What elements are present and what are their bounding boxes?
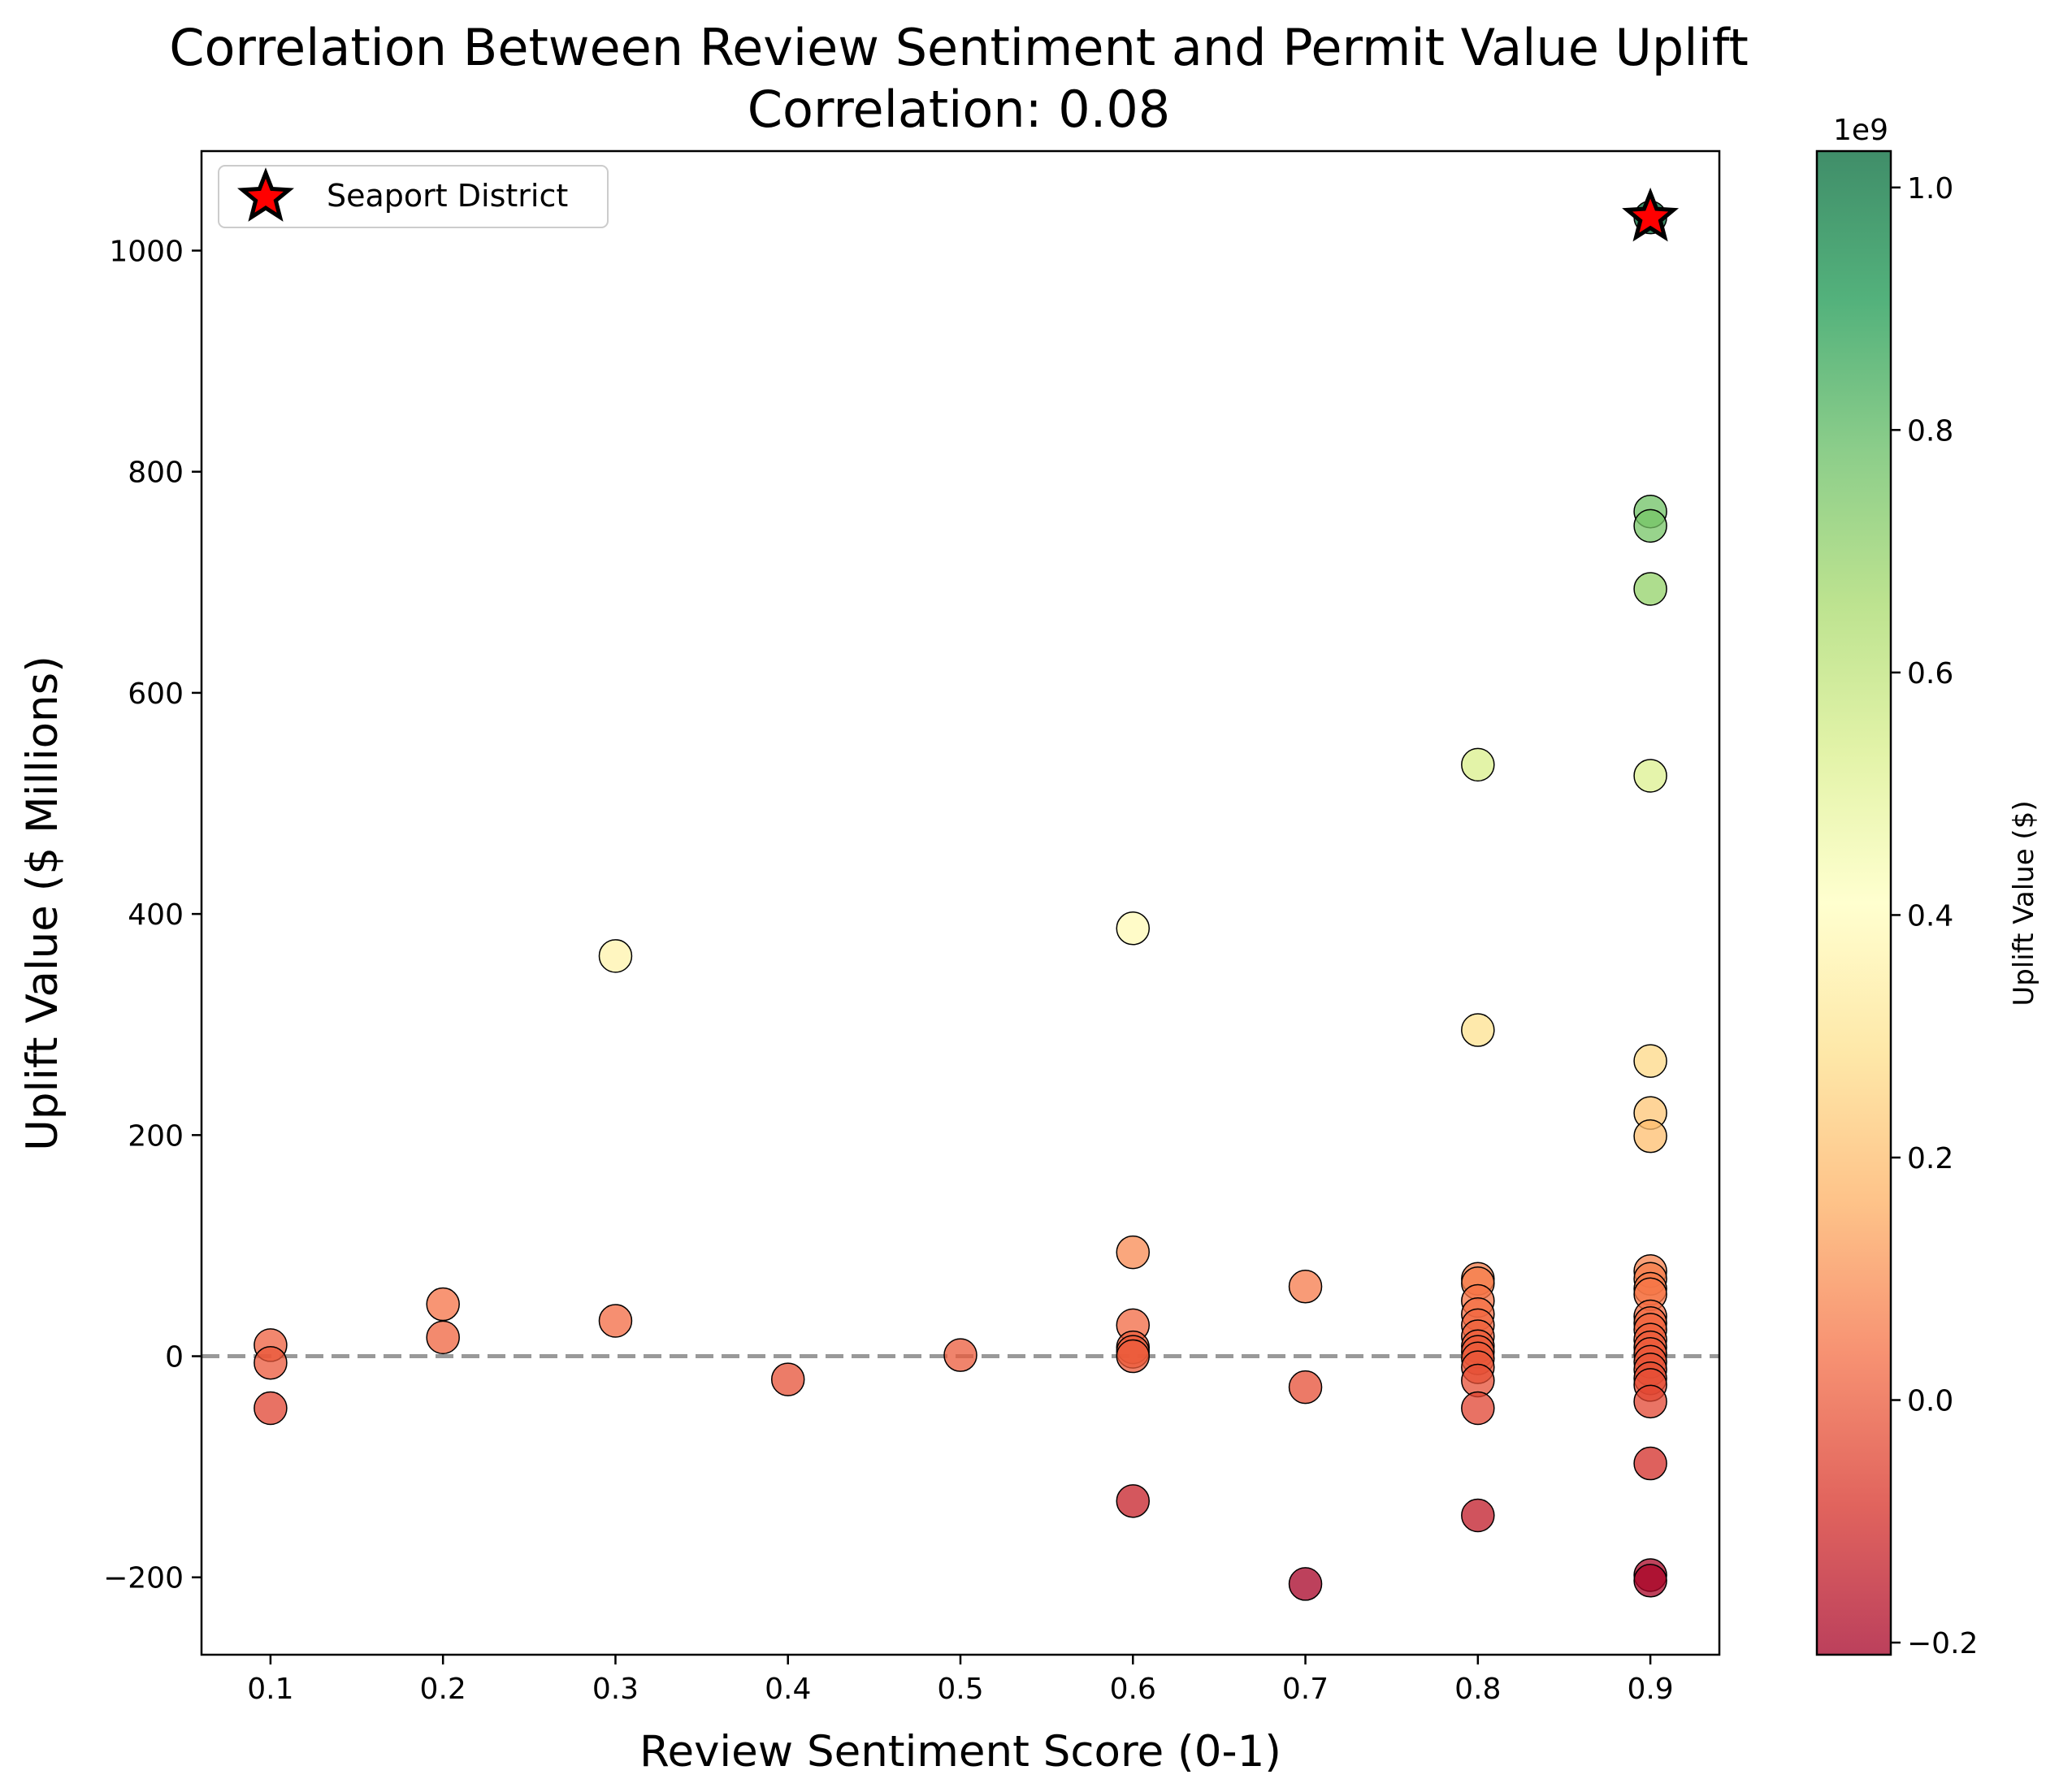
- colorbar-tick-label: 0.0: [1907, 1385, 1953, 1418]
- data-point: [1116, 1235, 1151, 1270]
- legend-label: Seaport District: [327, 178, 568, 214]
- data-point: [1116, 911, 1151, 946]
- y-tick-label: 1000: [109, 235, 184, 268]
- x-axis-label: Review Sentiment Score (0-1): [639, 1727, 1281, 1777]
- colorbar-tick-label: −0.2: [1907, 1627, 1978, 1660]
- x-tick-label: 0.2: [420, 1673, 466, 1706]
- data-point: [1288, 1567, 1323, 1601]
- data-point: [1633, 1044, 1667, 1078]
- x-tick-label: 0.7: [1282, 1673, 1329, 1706]
- data-point: [1633, 1564, 1667, 1598]
- data-point: [943, 1338, 977, 1372]
- data-point: [1288, 1370, 1323, 1405]
- data-point: [770, 1362, 805, 1396]
- data-point: [1633, 1119, 1667, 1154]
- colorbar: −0.2 0.0 0.2 0.4 0.6 0.8 1.0 1e9 Uplift Value …: [1815, 114, 2040, 1660]
- plot-area: [202, 151, 1719, 1655]
- y-axis-ticks: −200 0 200 400 600 800 1000: [103, 235, 202, 1595]
- y-tick-label: 600: [128, 677, 184, 711]
- data-points-layer: [254, 200, 1667, 1601]
- data-point: [254, 1391, 288, 1426]
- colorbar-ticks: −0.2 0.0 0.2 0.4 0.6 0.8 1.0: [1891, 172, 1978, 1660]
- data-point: [1461, 747, 1495, 782]
- seaport-district-star: [1622, 187, 1680, 242]
- colorbar-frame: [1815, 149, 1892, 1656]
- legend-box: [218, 165, 609, 228]
- data-point: [1461, 1498, 1495, 1533]
- colorbar-tick-label: 0.2: [1907, 1142, 1953, 1175]
- x-tick-label: 0.9: [1627, 1673, 1673, 1706]
- chart-title: Correlation Between Review Sentiment and…: [169, 18, 1749, 77]
- x-tick-label: 0.6: [1110, 1673, 1156, 1706]
- data-point: [1461, 1013, 1495, 1047]
- colorbar-offset-text: 1e9: [1833, 114, 1888, 147]
- colorbar-tick-label: 0.8: [1907, 414, 1953, 448]
- x-tick-label: 0.4: [765, 1673, 811, 1706]
- colorbar-gradient: [1817, 151, 1891, 1655]
- legend: Seaport District: [218, 165, 609, 228]
- data-point: [1633, 509, 1667, 543]
- x-tick-label: 0.5: [937, 1673, 983, 1706]
- data-point: [1633, 572, 1667, 606]
- colorbar-label: Uplift Value ($): [2008, 800, 2040, 1006]
- data-point: [1116, 1339, 1151, 1374]
- x-axis-ticks: 0.1 0.2 0.3 0.4 0.5 0.6 0.7 0.8 0.9: [247, 1655, 1674, 1706]
- data-point: [598, 939, 633, 973]
- y-axis-label: Uplift Value ($ Millions): [18, 656, 67, 1151]
- data-point: [1633, 759, 1667, 793]
- data-point: [426, 1320, 460, 1355]
- highlight-layer: [1622, 187, 1680, 242]
- y-tick-label: 800: [128, 457, 184, 490]
- data-point: [1116, 1484, 1151, 1518]
- data-point: [1633, 1384, 1667, 1419]
- colorbar-tick-label: 0.4: [1907, 899, 1953, 933]
- x-tick-label: 0.3: [592, 1673, 639, 1706]
- y-tick-label: 400: [128, 898, 184, 932]
- x-tick-label: 0.1: [247, 1673, 293, 1706]
- colorbar-tick-label: 0.6: [1907, 657, 1953, 690]
- data-point: [1461, 1391, 1495, 1426]
- x-tick-label: 0.8: [1454, 1673, 1501, 1706]
- data-point: [598, 1304, 633, 1338]
- y-tick-label: 200: [128, 1119, 184, 1153]
- y-tick-label: 0: [165, 1341, 184, 1374]
- data-point: [426, 1287, 460, 1322]
- y-tick-label: −200: [103, 1562, 184, 1595]
- legend-star-icon: [236, 167, 295, 222]
- chart-subtitle: Correlation: 0.08: [748, 80, 1171, 139]
- colorbar-tick-label: 1.0: [1907, 172, 1953, 206]
- data-point: [1633, 1446, 1667, 1481]
- data-point: [1288, 1270, 1323, 1304]
- data-point: [254, 1345, 288, 1380]
